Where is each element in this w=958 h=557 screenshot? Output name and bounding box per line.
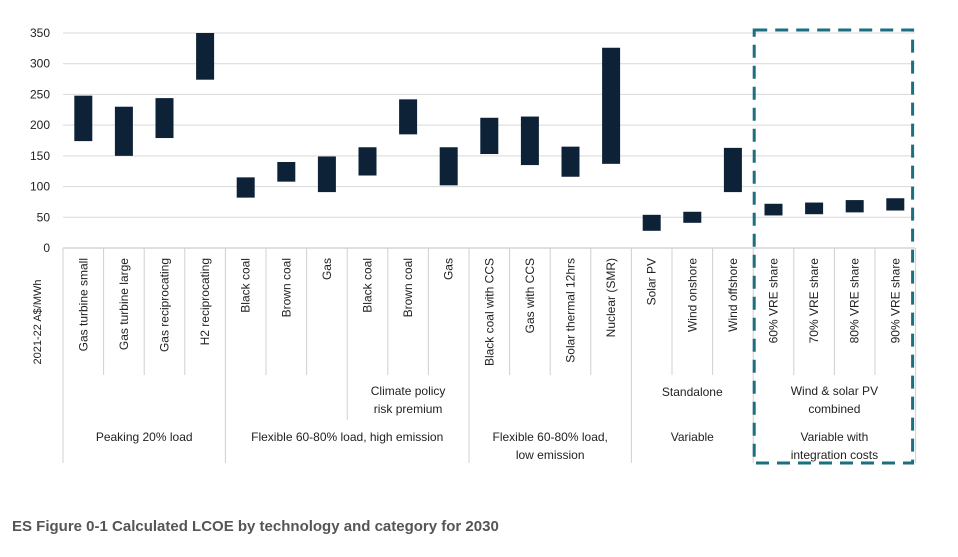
category-label: Nuclear (SMR) [604, 258, 618, 337]
group-label: Flexible 60-80% load, low emission [492, 430, 607, 462]
range-bar [236, 177, 255, 198]
range-bar [805, 202, 824, 215]
range-bar [764, 203, 783, 216]
y-tick-label: 350 [30, 26, 50, 40]
category-label: Solar thermal 12hrs [564, 258, 578, 363]
range-bar [155, 98, 174, 139]
category-label: Solar PV [645, 258, 659, 305]
category-label: Black coal with CCS [482, 258, 496, 366]
range-bar [520, 116, 539, 166]
category-label: Gas turbine large [117, 258, 131, 350]
category-label: 70% VRE share [807, 258, 821, 344]
group-label: Variable with integration costs [791, 430, 878, 462]
range-bar [480, 117, 499, 155]
subgroup-labels: Climate policy risk premium Standalone Wind… [371, 384, 878, 416]
range-bar [683, 211, 702, 223]
y-tick-label: 250 [30, 87, 50, 101]
range-bar [723, 147, 742, 193]
category-label: Brown coal [279, 258, 293, 317]
group-label: Flexible 60-80% load, high emission [251, 430, 443, 444]
category-label: 80% VRE share [848, 258, 862, 344]
category-label: 90% VRE share [888, 258, 902, 344]
subgroup-label: Standalone [662, 385, 723, 399]
category-label: Gas turbine small [76, 258, 90, 351]
y-tick-label: 150 [30, 149, 50, 163]
range-bar [74, 95, 93, 142]
category-label: Gas [442, 258, 456, 280]
category-label: Gas with CCS [523, 258, 537, 333]
category-label: Black coal [361, 258, 375, 313]
range-bar [114, 106, 133, 156]
y-axis-label: 2021-22 A$/MWh [32, 280, 44, 365]
range-bar [317, 156, 336, 193]
group-label: Peaking 20% load [96, 430, 193, 444]
range-bar [602, 47, 621, 164]
range-bar [196, 33, 215, 80]
range-bar [886, 198, 905, 211]
category-label: Brown coal [401, 258, 415, 317]
bars [74, 33, 905, 231]
range-bar [642, 214, 661, 231]
category-dividers [62, 248, 917, 463]
subgroup-label: Climate policy risk premium [371, 384, 446, 416]
category-labels: Gas turbine small Gas turbine large Gas re… [76, 258, 902, 366]
category-label: Gas reciprocating [158, 258, 172, 352]
category-label: 60% VRE share [767, 258, 781, 344]
y-tick-label: 0 [43, 241, 50, 255]
category-label: Wind offshore [726, 258, 740, 332]
subgroup-label: Wind & solar PV combined [791, 384, 878, 416]
y-tick-label: 50 [37, 210, 51, 224]
range-bar [845, 200, 864, 213]
y-tick-label: 200 [30, 118, 50, 132]
y-axis: 0 50 100 150 200 250 300 350 [30, 26, 50, 255]
range-bar [358, 147, 377, 176]
y-tick-label: 100 [30, 180, 50, 194]
range-bar [277, 162, 296, 182]
range-bar [439, 147, 458, 186]
integration-costs-highlight-box [752, 28, 915, 465]
category-label: Black coal [239, 258, 253, 313]
category-label: H2 reciprocating [198, 258, 212, 345]
category-label: Wind onshore [685, 258, 699, 332]
group-label: Variable [671, 430, 714, 444]
group-labels: Peaking 20% load Flexible 60-80% load, hi… [96, 430, 878, 462]
figure-caption: ES Figure 0-1 Calculated LCOE by technol… [12, 518, 499, 535]
lcoe-chart: 0 50 100 150 200 250 300 350 2021-22 A$/MWh Gas… [30, 26, 917, 465]
range-bar [561, 146, 580, 177]
category-label: Gas [320, 258, 334, 280]
range-bar [399, 99, 418, 135]
y-tick-label: 300 [30, 57, 50, 71]
